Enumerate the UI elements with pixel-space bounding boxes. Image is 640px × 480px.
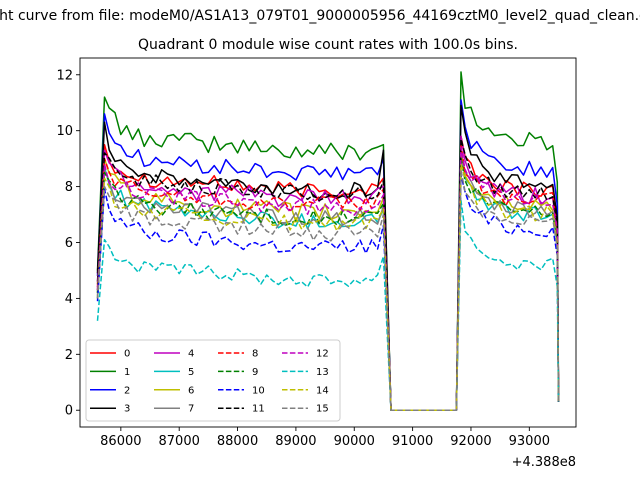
figure-suptitle: Light curve from file: modeM0/AS1A13_079…: [0, 8, 640, 24]
chart-title: Quadrant 0 module wise count rates with …: [138, 37, 518, 53]
legend-label-15: 15: [316, 404, 329, 415]
x-tick-label: 89000: [275, 434, 316, 449]
legend-label-1: 1: [124, 367, 130, 378]
legend-label-4: 4: [188, 349, 194, 360]
legend-label-0: 0: [124, 349, 130, 360]
legend-label-10: 10: [252, 385, 265, 396]
plot-area: 86000 87000 88000 89000 90000 91000 92000 93000…: [56, 57, 577, 449]
x-tick-label: 91000: [392, 434, 433, 449]
x-tick-label: 88000: [217, 434, 258, 449]
series-line-1: [96, 71, 560, 411]
y-tick-label: 4: [65, 292, 73, 307]
legend-label-8: 8: [252, 349, 258, 360]
legend-label-12: 12: [316, 349, 329, 360]
x-tick-label: 87000: [159, 434, 200, 449]
x-offset-label: +4.388e8: [512, 455, 576, 470]
x-tick-label: 90000: [334, 434, 375, 449]
series-line-10: [96, 174, 560, 411]
legend-label-7: 7: [188, 404, 194, 415]
legend-label-5: 5: [188, 367, 194, 378]
legend-label-11: 11: [252, 404, 265, 415]
y-tick-label: 8: [65, 180, 73, 195]
legend-label-14: 14: [316, 385, 329, 396]
series-line-13: [96, 199, 560, 411]
x-tick-label: 86000: [100, 434, 141, 449]
series-line-2: [96, 99, 560, 411]
legend-label-2: 2: [124, 385, 130, 396]
series-line-12: [96, 146, 560, 411]
y-tick-label: 2: [65, 348, 73, 363]
series-line-11: [96, 138, 560, 411]
series-line-7: [96, 157, 560, 411]
x-tick-label: 93000: [509, 434, 550, 449]
legend-label-13: 13: [316, 367, 329, 378]
legend-label-9: 9: [252, 367, 258, 378]
series-line-14: [96, 163, 560, 411]
y-tick-label: 10: [56, 124, 73, 139]
y-tick-label: 12: [56, 68, 73, 83]
series-line-0: [96, 135, 560, 411]
legend-label-3: 3: [124, 404, 130, 415]
legend-label-6: 6: [188, 385, 194, 396]
y-tick-label: 0: [65, 404, 73, 419]
x-tick-label: 92000: [450, 434, 491, 449]
legend-box: [85, 339, 341, 422]
series-line-3: [96, 104, 560, 411]
y-tick-label: 6: [65, 236, 73, 251]
